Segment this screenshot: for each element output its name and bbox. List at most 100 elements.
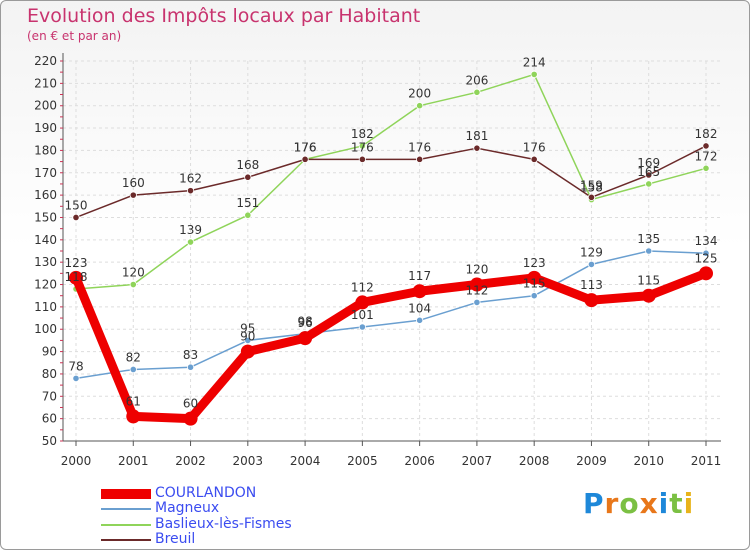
data-point [584,293,599,308]
x-tick-label: 2007 [462,454,493,468]
data-point [186,363,195,371]
y-tick-label: 60 [42,412,57,426]
data-label: 214 [523,55,546,69]
x-tick-label: 2006 [404,454,435,468]
data-label: 125 [695,251,718,265]
data-label: 117 [408,269,431,283]
data-point [645,180,653,188]
logo-letter: r [604,487,620,520]
data-point [298,331,313,346]
logo-letter: i [658,487,670,520]
data-point [416,102,424,110]
data-label: 162 [179,172,202,186]
data-label: 115 [637,274,660,288]
data-point [244,336,252,345]
data-label: 135 [637,232,660,246]
data-label: 151 [236,196,259,210]
data-point [69,270,83,285]
data-label: 104 [408,301,431,315]
logo-letter: x [639,487,659,520]
series-line-breuil [75,145,707,219]
data-point [129,191,137,199]
y-tick-label: 80 [42,367,57,381]
data-point [358,155,366,163]
data-label: 112 [465,283,488,297]
data-label: 172 [695,149,718,163]
data-label: 200 [408,87,431,101]
data-label: 82 [126,350,141,364]
data-label: 95 [240,321,255,335]
data-label: 120 [465,263,488,277]
x-tick-label: 2004 [290,454,321,468]
y-tick-label: 120 [34,278,57,292]
series-line-magneux [75,250,707,380]
data-point [240,344,255,359]
data-point [358,142,366,150]
y-tick-label: 170 [34,166,57,180]
data-label: 120 [122,266,145,280]
data-point [473,88,481,96]
data-labels-layer: 118 1201391511761822002062141581651727882… [65,55,718,410]
x-tick-label: 2002 [175,454,206,468]
data-point [416,316,424,324]
data-point [244,173,252,181]
data-point [702,142,710,150]
logo-letter: t [669,487,684,520]
data-label: 115 [523,277,546,291]
series-layer [69,70,713,426]
data-label: 123 [65,256,88,270]
data-label: 168 [236,158,259,172]
data-label: 61 [126,394,141,408]
logo-letter: o [619,487,640,520]
y-tick-label: 190 [34,121,57,135]
data-point [126,409,141,424]
x-tick-label: 2003 [233,454,264,468]
data-point [301,155,309,163]
data-point [416,155,424,163]
x-tick-label: 2009 [576,454,607,468]
legend-swatch-breuil [101,539,151,541]
data-label: 160 [122,176,145,190]
data-label: 134 [695,234,718,248]
y-tick-label: 210 [34,76,57,90]
x-tick-label: 2005 [347,454,378,468]
legend-label-breuil: Breuil [155,531,196,547]
data-point [530,70,538,79]
x-tick-label: 2000 [61,454,92,468]
data-label: 78 [68,359,83,373]
data-label: 83 [183,348,198,362]
data-label: 118 [65,270,88,284]
data-point [530,292,538,300]
y-tick-label: 50 [42,434,57,448]
data-label: 96 [297,316,312,330]
legend-label-magneux: Magneux [155,500,220,516]
data-point [527,270,542,285]
y-tick-label: 220 [34,54,57,68]
data-label: 176 [294,140,317,154]
data-label: 90 [240,330,255,344]
data-point [699,266,713,281]
data-label: 176 [351,140,374,154]
data-point [702,249,710,257]
data-label: 60 [183,397,198,411]
data-point [473,144,481,152]
data-label: 182 [351,127,374,141]
logo-letter: i [683,487,695,520]
data-point [412,284,427,299]
proxiti-logo: Proxiti [583,487,694,520]
series-line-courlandon [71,268,711,424]
legend-swatch-baslieux [101,524,151,526]
data-point [186,238,195,246]
y-tick-label: 140 [34,233,57,247]
data-point [129,365,137,374]
data-point [641,288,656,303]
x-tick-label: 2011 [691,454,722,468]
logo-letter: P [583,487,605,520]
y-tick-label: 70 [42,389,57,403]
legend-swatch-magneux [101,508,151,510]
y-tick-label: 160 [34,188,57,202]
data-point [530,155,538,163]
legend-label-baslieux: Baslieux-lès-Fismes [155,516,292,532]
y-tick-label: 110 [34,300,57,314]
data-point [645,171,653,179]
